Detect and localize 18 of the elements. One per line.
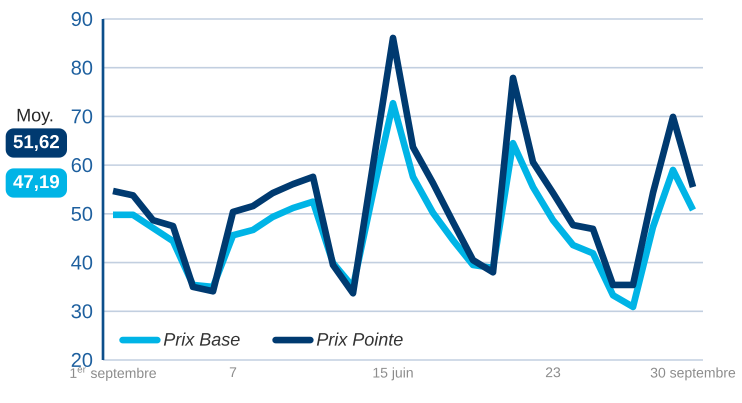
y-tick-label: 50 <box>72 206 92 221</box>
x-tick-label: 23 <box>546 367 560 378</box>
text: Moy. <box>18 108 52 126</box>
y-tick-label: 60 <box>72 158 92 172</box>
legend-label: Prix Base <box>164 332 240 346</box>
y-tick-label: 20 <box>72 352 92 368</box>
y-tick-label: 40 <box>71 255 92 270</box>
y-tick-label: 70 <box>72 109 92 124</box>
x-tick-label: 15 juin <box>373 367 413 380</box>
y-tick-label: 90 <box>72 12 92 26</box>
legend-label: Prix Pointe <box>316 332 403 346</box>
text: 47,19 <box>13 175 60 191</box>
y-tick-label: 80 <box>72 60 92 75</box>
y-tick-label: 30 <box>71 304 92 318</box>
x-tick-label: 1$^{er}$ septembre <box>70 367 156 381</box>
x-tick-label: 7 <box>230 367 236 377</box>
x-tick-label: 30 septembre <box>650 367 736 380</box>
text: 51,62 <box>14 135 59 151</box>
